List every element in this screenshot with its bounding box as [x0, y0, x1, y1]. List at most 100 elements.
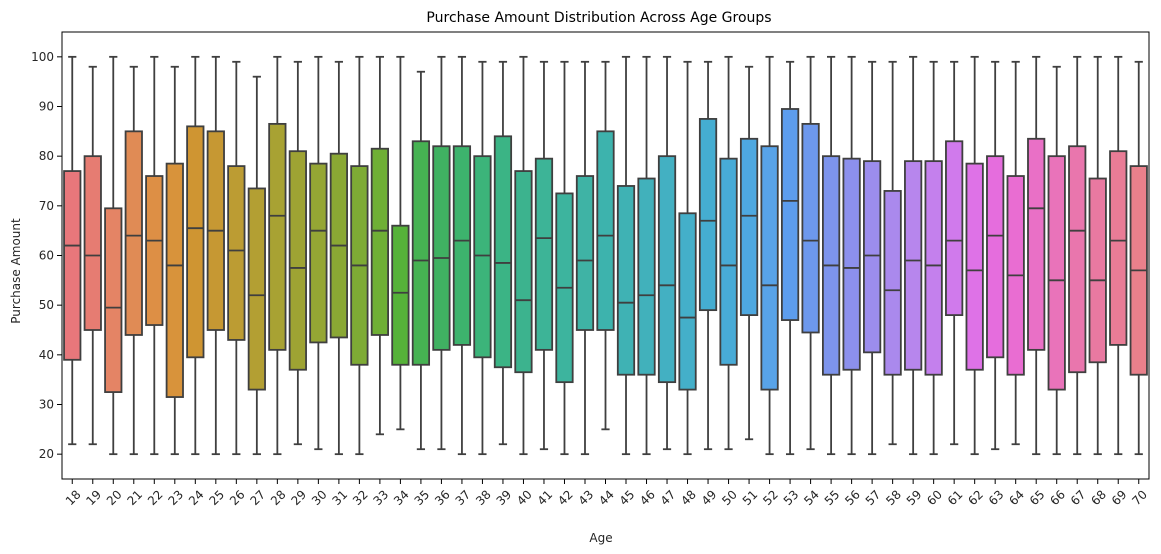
box-19: [83, 155, 102, 331]
x-tick-label: 28: [268, 487, 289, 508]
box-68: [1088, 177, 1107, 364]
x-tick-label: 65: [1027, 487, 1048, 508]
box-26: [227, 165, 246, 341]
x-tick-label: 68: [1088, 487, 1109, 508]
box-69: [1109, 150, 1128, 346]
x-tick-label: 23: [165, 487, 186, 508]
x-tick-label: 35: [412, 487, 433, 508]
box-33: [370, 147, 389, 336]
x-tick-label: 44: [596, 487, 617, 508]
x-tick-label: 45: [617, 487, 638, 508]
x-tick-label: 52: [760, 487, 781, 508]
x-tick-label: 42: [555, 487, 576, 508]
x-tick-label: 46: [637, 487, 658, 508]
x-tick-label: 40: [514, 487, 535, 508]
box-40: [514, 170, 533, 374]
x-tick-label: 19: [83, 487, 104, 508]
box-23: [165, 162, 184, 398]
x-tick-label: 26: [227, 487, 248, 508]
x-tick-label: 36: [432, 487, 453, 508]
box-65: [1027, 137, 1046, 351]
box-66: [1047, 155, 1066, 391]
x-tick-label: 55: [822, 487, 843, 508]
x-tick-label: 64: [1006, 487, 1027, 508]
box-39: [493, 135, 513, 369]
box-20: [104, 207, 123, 393]
x-tick-label: 29: [288, 487, 309, 508]
box-24: [186, 125, 205, 359]
x-tick-label: 59: [904, 487, 925, 508]
box-51: [739, 137, 759, 317]
box-61: [945, 140, 964, 316]
box-37: [452, 145, 472, 346]
box-30: [309, 162, 328, 344]
y-tick-label: 30: [39, 398, 54, 412]
box-54: [801, 122, 820, 334]
y-tick-label: 80: [39, 149, 54, 163]
box-22: [145, 175, 164, 326]
x-tick-label: 57: [863, 487, 884, 508]
x-tick-label: 27: [247, 487, 268, 508]
box-47: [657, 155, 677, 384]
y-tick-label: 100: [31, 50, 54, 64]
x-tick-label: 62: [965, 487, 986, 508]
x-tick-label: 24: [186, 487, 207, 508]
x-tick-label: 56: [842, 487, 863, 508]
chart-title: Purchase Amount Distribution Across Age …: [426, 10, 771, 26]
y-tick-label: 60: [39, 249, 54, 263]
box-41: [534, 157, 554, 351]
x-tick-label: 21: [124, 487, 145, 508]
box-50: [719, 157, 738, 366]
box-29: [288, 150, 307, 371]
y-tick-label: 20: [39, 447, 54, 461]
box-57: [863, 160, 882, 354]
x-tick-label: 33: [371, 487, 392, 508]
box-44: [596, 130, 615, 331]
x-tick-label: 54: [801, 487, 822, 508]
y-axis-label: Purchase Amount: [9, 218, 23, 324]
x-tick-label: 67: [1068, 487, 1089, 508]
x-tick-label: 50: [719, 487, 740, 508]
box-52: [760, 145, 779, 391]
box-34: [391, 224, 410, 366]
x-tick-label: 48: [678, 487, 699, 508]
box-21: [124, 130, 143, 336]
box-48: [678, 212, 697, 391]
box-35: [411, 140, 431, 366]
x-tick-label: 34: [391, 487, 412, 508]
y-tick-label: 70: [39, 199, 54, 213]
box-67: [1068, 145, 1087, 374]
x-tick-label: 61: [945, 487, 966, 508]
x-tick-label: 43: [576, 487, 597, 508]
x-tick-label: 66: [1047, 487, 1068, 508]
x-tick-label: 22: [145, 487, 166, 508]
y-tick-label: 50: [39, 298, 54, 312]
x-tick-label: 60: [924, 487, 945, 508]
x-tick-label: 39: [494, 487, 515, 508]
x-tick-label: 63: [986, 487, 1007, 508]
box-46: [637, 177, 656, 376]
x-tick-label: 37: [453, 487, 474, 508]
box-49: [698, 118, 718, 312]
box-62: [965, 162, 984, 371]
box-27: [247, 187, 266, 391]
x-tick-label: 31: [330, 487, 351, 508]
box-18: [63, 170, 82, 361]
x-tick-label: 30: [309, 487, 330, 508]
y-tick-label: 90: [39, 100, 54, 114]
box-58: [883, 190, 902, 376]
y-tick-label: 40: [39, 348, 54, 362]
x-tick-label: 18: [63, 487, 84, 508]
x-tick-label: 41: [535, 487, 556, 508]
x-tick-label: 70: [1129, 487, 1150, 508]
x-tick-label: 69: [1109, 487, 1130, 508]
x-tick-label: 58: [883, 487, 904, 508]
box-36: [432, 145, 451, 351]
box-63: [986, 155, 1005, 359]
x-tick-label: 38: [473, 487, 494, 508]
box-60: [924, 160, 943, 376]
box-59: [904, 160, 923, 371]
